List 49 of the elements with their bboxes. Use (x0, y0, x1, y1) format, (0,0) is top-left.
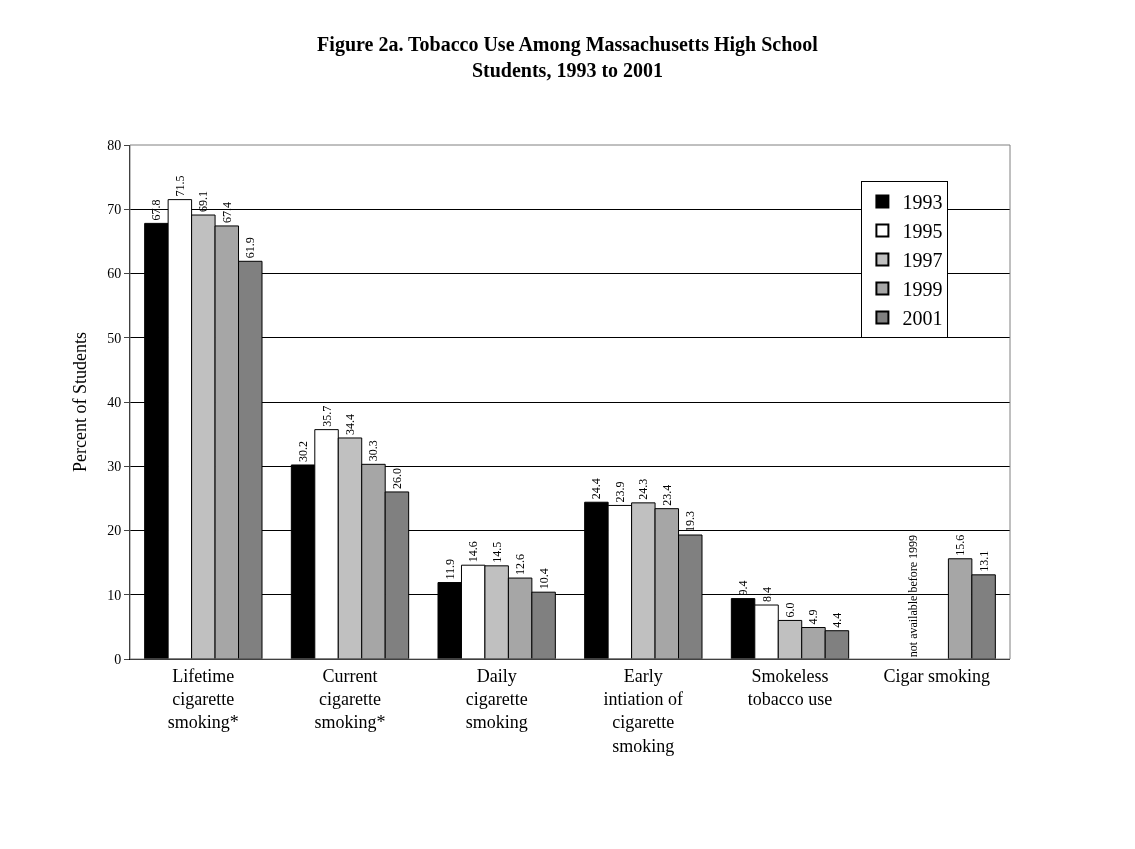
data-label: 14.5 (489, 541, 504, 563)
x-tick-label: Early intiation of cigarette smoking (603, 665, 684, 756)
y-tick-label: 10 (107, 587, 122, 603)
legend-label: 1995 (902, 220, 943, 243)
y-tick-label: 20 (107, 523, 122, 539)
x-tick-label: Daily cigarette smoking (465, 665, 528, 733)
data-label: 6.0 (783, 602, 797, 618)
y-tick-label: 30 (107, 459, 122, 475)
data-label: 26.0 (389, 467, 404, 489)
data-label: 23.9 (612, 481, 627, 503)
data-label: 67.8 (149, 199, 164, 221)
data-label: 10.4 (536, 568, 551, 590)
data-label: 12.6 (513, 554, 528, 576)
data-label: 30.2 (296, 440, 311, 462)
data-label: 4.9 (806, 609, 821, 625)
data-label: 69.1 (196, 191, 211, 213)
data-label: 15.6 (953, 534, 968, 556)
y-tick-label: 50 (107, 330, 122, 346)
x-tick-label: Current cigarette smoking* (314, 665, 386, 733)
legend-label: 1993 (902, 191, 943, 214)
annotation: not available before 1999 (906, 534, 921, 658)
legend-label: 2001 (902, 307, 943, 330)
data-label: 24.3 (636, 478, 651, 500)
y-tick-label: 40 (107, 394, 122, 410)
data-label: 34.4 (343, 413, 357, 435)
data-label: 23.4 (659, 484, 674, 506)
data-label: 19.3 (683, 511, 698, 532)
x-tick-label: Lifetime cigarette smoking* (167, 665, 239, 733)
data-label: 13.1 (976, 550, 991, 572)
y-tick-label: 70 (107, 202, 122, 218)
data-label: 11.9 (442, 558, 457, 580)
data-label: 67.4 (219, 201, 234, 223)
data-label: 30.3 (366, 440, 381, 462)
y-axis-title: Percent of Students (70, 332, 91, 472)
data-label: 24.4 (589, 478, 604, 500)
x-tick-label: Smokeless tobacco use (747, 665, 833, 709)
chart-title: Figure 2a. Tobacco Use Among Massachusetts High School Students, 1993 to 2001 (317, 32, 819, 81)
legend-label: 1999 (902, 278, 943, 301)
x-tick-label: Cigar smoking (883, 665, 990, 686)
data-label: 35.7 (319, 405, 334, 427)
legend-label: 1997 (902, 249, 943, 272)
data-label: 61.9 (243, 237, 258, 259)
y-tick-label: 60 (107, 266, 122, 282)
data-label: 14.6 (466, 541, 481, 563)
data-label: 4.4 (829, 612, 844, 628)
y-tick-label: 0 (114, 651, 122, 667)
data-label: 8.4 (759, 587, 774, 603)
y-tick-label: 80 (107, 137, 122, 153)
data-label: 71.5 (172, 175, 187, 197)
